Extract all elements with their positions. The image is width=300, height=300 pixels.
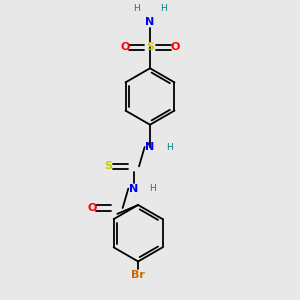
Text: N: N (146, 17, 154, 27)
Text: S: S (146, 43, 154, 52)
Text: H: H (133, 4, 140, 13)
Text: O: O (171, 43, 180, 52)
Text: H: H (166, 142, 173, 152)
Text: N: N (146, 142, 154, 152)
Text: S: S (104, 161, 112, 171)
Text: H: H (160, 4, 167, 13)
Text: H: H (150, 184, 156, 193)
Text: O: O (87, 203, 97, 213)
Text: N: N (129, 184, 138, 194)
Text: Br: Br (131, 270, 145, 280)
Text: O: O (120, 43, 129, 52)
